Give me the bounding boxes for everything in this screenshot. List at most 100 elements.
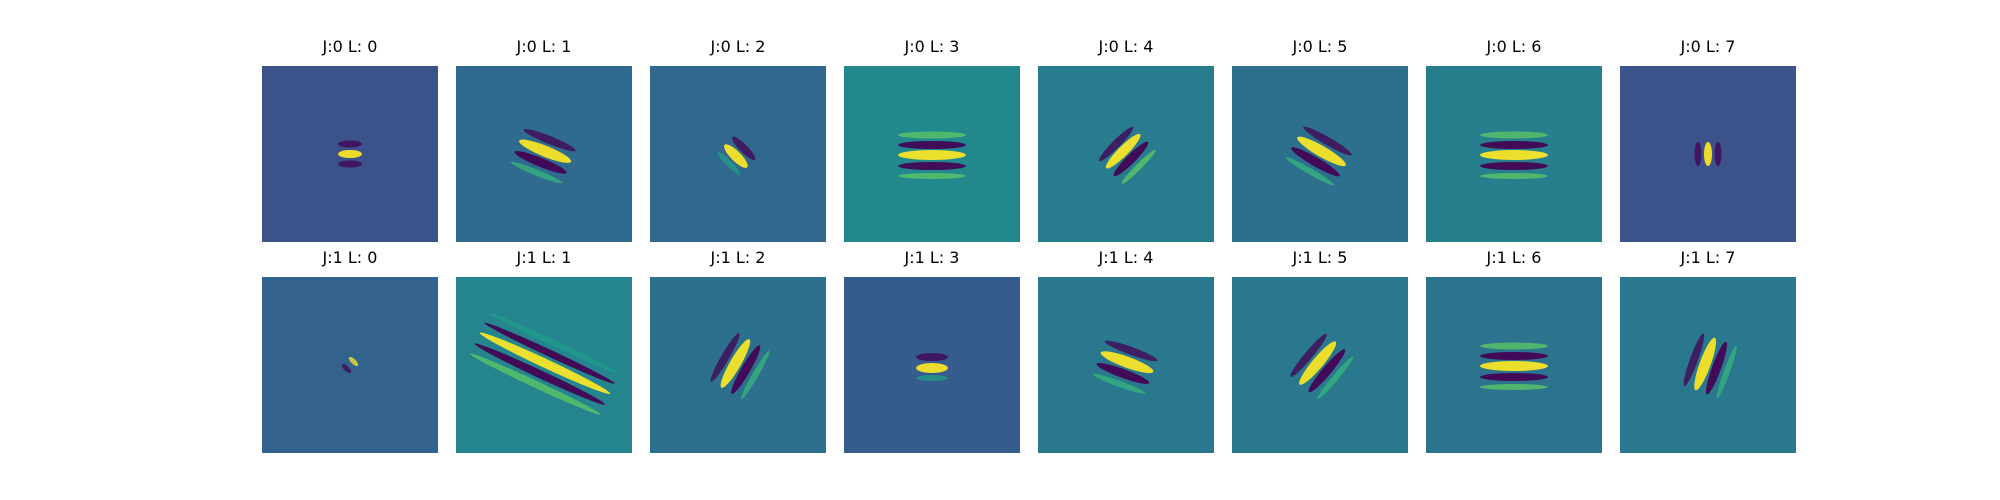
- filter-band: [724, 144, 748, 168]
- filter-panel: J:1 L: 3: [844, 246, 1020, 456]
- filter-band: [1480, 342, 1548, 350]
- filter-panel: J:0 L: 4: [1038, 35, 1214, 245]
- filter-panel: J:0 L: 0: [262, 35, 438, 245]
- panel-title: J:1 L: 1: [516, 248, 572, 267]
- filter-band: [1480, 384, 1548, 390]
- filter-pattern: [717, 136, 756, 175]
- panel-title: J:0 L: 4: [1098, 37, 1154, 56]
- filter-band: [1113, 141, 1149, 177]
- panel-title: J:0 L: 0: [322, 37, 378, 56]
- filter-band: [1308, 349, 1346, 393]
- filter-pattern: [916, 353, 948, 381]
- filter-band: [1303, 126, 1352, 156]
- filter-band: [1105, 133, 1141, 169]
- panel-title: J:1 L: 3: [904, 248, 960, 267]
- filter-image: [1038, 66, 1214, 242]
- panel-title: J:1 L: 7: [1680, 248, 1736, 267]
- filter-band: [1480, 150, 1548, 160]
- filter-band: [474, 343, 606, 405]
- filter-band: [916, 375, 948, 381]
- filter-band: [1096, 362, 1150, 384]
- filter-band: [717, 151, 741, 175]
- filter-pattern: [510, 128, 576, 184]
- filter-band: [710, 333, 740, 382]
- filter-band: [898, 150, 966, 160]
- filter-band: [1480, 141, 1548, 149]
- filter-image: [1620, 277, 1796, 453]
- filter-band: [484, 322, 615, 384]
- filter-band: [1297, 136, 1346, 167]
- filter-band: [338, 160, 362, 168]
- filter-image: [1620, 66, 1796, 242]
- filter-band: [1092, 373, 1146, 394]
- filter-image: [1038, 277, 1214, 453]
- panel-title: J:0 L: 2: [710, 37, 766, 56]
- filter-panel: J:1 L: 0: [262, 246, 438, 456]
- filter-band: [1480, 162, 1548, 170]
- filter-panel: J:1 L: 7: [1620, 246, 1796, 456]
- filter-band: [341, 363, 352, 374]
- filter-panel: J:1 L: 5: [1232, 246, 1408, 456]
- filter-band: [338, 150, 362, 158]
- filter-image: [456, 66, 632, 242]
- filter-pattern: [1098, 126, 1156, 184]
- filter-panel: J:0 L: 2: [650, 35, 826, 245]
- filter-image: [650, 277, 826, 453]
- filter-band: [469, 353, 601, 415]
- filter-background: [262, 277, 438, 453]
- filter-band: [898, 173, 966, 179]
- filter-pattern: [1480, 342, 1548, 390]
- filter-band: [741, 350, 770, 400]
- filter-pattern: [1683, 333, 1737, 399]
- filter-panel: J:1 L: 4: [1038, 246, 1214, 456]
- filter-band: [1480, 373, 1548, 381]
- filter-pattern: [338, 140, 362, 168]
- filter-band: [731, 345, 761, 394]
- filter-panel: J:0 L: 3: [844, 35, 1020, 245]
- filter-band: [1694, 337, 1717, 391]
- filter-pattern: [469, 312, 620, 415]
- filter-band: [1121, 149, 1156, 184]
- panel-title: J:1 L: 2: [710, 248, 766, 267]
- filter-image: [456, 277, 632, 453]
- filter-band: [1683, 333, 1705, 387]
- filter-image: [1426, 66, 1602, 242]
- filter-image: [262, 277, 438, 453]
- filter-band: [1480, 352, 1548, 360]
- filter-band: [1290, 333, 1327, 377]
- filter-pattern: [1285, 126, 1352, 186]
- filter-band: [1480, 361, 1548, 371]
- filter-band: [514, 151, 567, 174]
- filter-panel: J:0 L: 7: [1620, 35, 1796, 245]
- filter-band: [916, 353, 948, 361]
- panel-title: J:0 L: 1: [516, 37, 572, 56]
- filter-band: [1285, 157, 1335, 186]
- filter-band: [1480, 131, 1548, 139]
- filter-panel: J:0 L: 6: [1426, 35, 1602, 245]
- filter-pattern: [1694, 142, 1722, 166]
- filter-pattern: [1092, 340, 1158, 394]
- filter-band: [1317, 356, 1354, 400]
- filter-band: [479, 332, 611, 394]
- filter-image: [1232, 277, 1408, 453]
- filter-panel: J:0 L: 1: [456, 35, 632, 245]
- filter-image: [262, 66, 438, 242]
- filter-band: [898, 131, 966, 139]
- filter-band: [510, 161, 563, 184]
- filter-image: [1426, 277, 1602, 453]
- filter-pattern: [898, 131, 966, 179]
- filter-band: [1291, 147, 1340, 177]
- filter-band: [1480, 173, 1548, 179]
- filter-band: [1705, 341, 1727, 395]
- filter-pattern: [341, 356, 359, 374]
- filter-pattern: [710, 333, 770, 400]
- filter-panel: J:0 L: 5: [1232, 35, 1408, 245]
- filter-panel: J:1 L: 1: [456, 246, 632, 456]
- filter-band: [731, 136, 756, 161]
- filter-band: [1714, 142, 1722, 166]
- filter-band: [1704, 142, 1712, 166]
- filter-image: [650, 66, 826, 242]
- filter-pattern: [1480, 131, 1548, 179]
- filter-band: [720, 339, 751, 388]
